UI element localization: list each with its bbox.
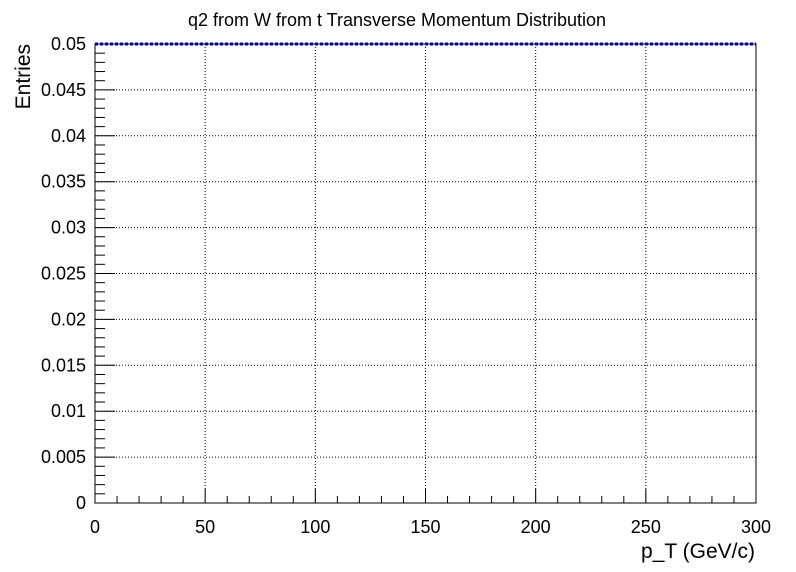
y-tick-label: 0.015 — [41, 355, 86, 375]
x-tick-label: 200 — [521, 517, 551, 537]
y-tick-label: 0.03 — [51, 218, 86, 238]
x-tick-label: 50 — [195, 517, 215, 537]
y-tick-label: 0.025 — [41, 264, 86, 284]
x-tick-label: 150 — [410, 517, 440, 537]
y-tick-label: 0.035 — [41, 172, 86, 192]
y-tick-label: 0.04 — [51, 126, 86, 146]
x-tick-labels: 0 50 100 150 200 250 300 — [90, 517, 771, 537]
x-axis-label: p_T (GeV/c) — [641, 540, 755, 563]
y-tick-label: 0.01 — [51, 401, 86, 421]
y-tick-label: 0 — [76, 493, 86, 513]
x-tick-label: 300 — [741, 517, 771, 537]
chart-title: q2 from W from t Transverse Momentum Dis… — [188, 10, 606, 30]
x-tick-label: 250 — [631, 517, 661, 537]
axis-ticks — [94, 43, 757, 504]
y-axis-label: Entries — [12, 44, 35, 109]
y-tick-label: 0.02 — [51, 309, 86, 329]
x-tick-label: 100 — [300, 517, 330, 537]
y-tick-label: 0.005 — [41, 447, 86, 467]
x-tick-label: 0 — [90, 517, 100, 537]
y-tick-labels: 0 0.005 0.01 0.015 0.02 0.025 0.03 0.035 0.04 0.0… — [41, 34, 86, 513]
y-tick-label: 0.045 — [41, 80, 86, 100]
grid — [95, 44, 756, 503]
y-tick-label: 0.05 — [51, 34, 86, 54]
